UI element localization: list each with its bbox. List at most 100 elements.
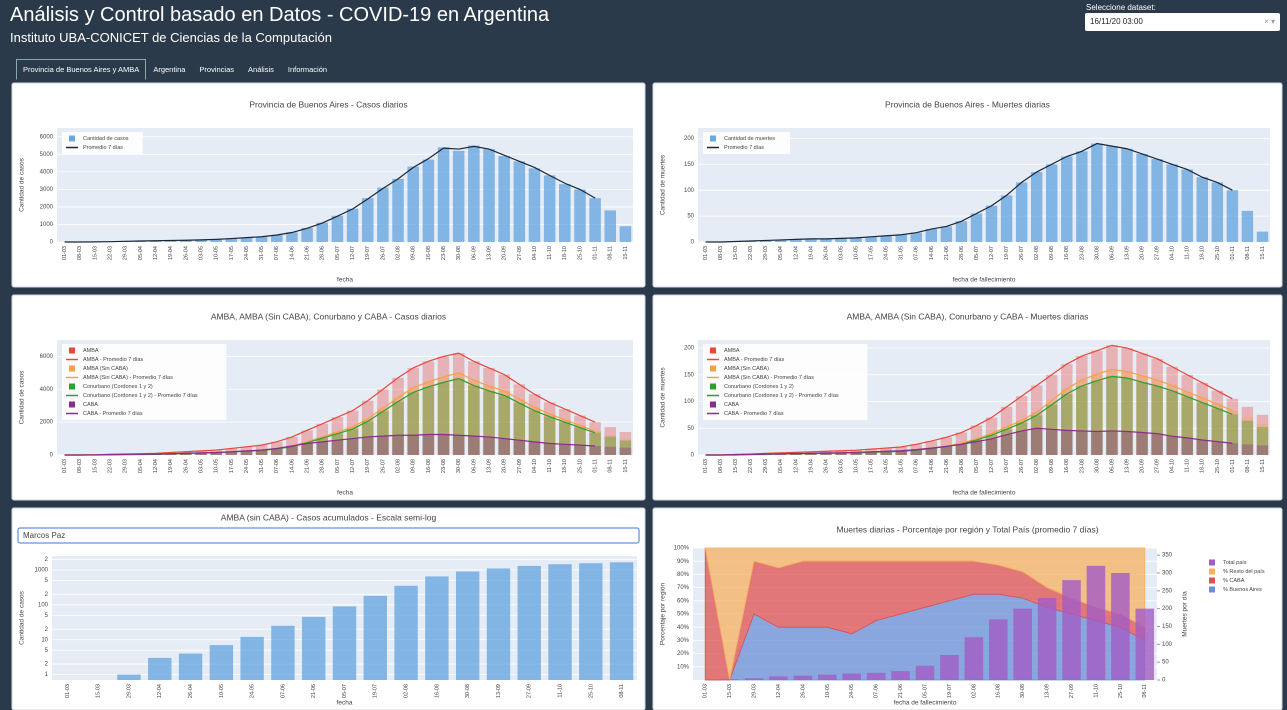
bar: [271, 448, 283, 455]
legend: [703, 344, 868, 420]
bar: [1136, 382, 1148, 455]
bar: [865, 451, 877, 455]
select-controls[interactable]: × ▾: [1264, 17, 1275, 26]
legend-label[interactable]: Conurbano (Cordones 1 y 2): [724, 384, 794, 390]
x-tick-label: 25-10: [577, 246, 583, 260]
x-tick-label: 13-09: [1045, 684, 1051, 698]
legend-label[interactable]: Total país: [1223, 560, 1247, 566]
x-axis-title: fecha de fallecimiento: [953, 277, 1016, 284]
x-tick-label: 26-04: [183, 246, 189, 260]
x-tick-label: 29-03: [126, 684, 132, 698]
x-tick-label: 02-08: [1034, 246, 1040, 260]
bar: [970, 438, 983, 455]
legend-label[interactable]: AMBA: [724, 348, 740, 354]
bar: [589, 445, 601, 455]
bar: [964, 637, 984, 680]
y-tick-label: 100%: [674, 546, 690, 552]
bar: [210, 452, 222, 455]
legend-label[interactable]: AMBA: [83, 348, 99, 354]
x-tick-label: 07-06: [914, 459, 920, 473]
bar: [302, 616, 326, 680]
legend-label[interactable]: CABA: [724, 402, 739, 408]
bar: [880, 451, 892, 455]
x-tick-label: 07-06: [280, 684, 286, 698]
x-tick-label: 26-04: [188, 684, 194, 698]
bar: [452, 378, 465, 455]
y2-tick-label: 0: [1162, 678, 1166, 684]
page-subtitle: Instituto UBA-CONICET de Ciencias de la …: [10, 30, 333, 45]
y2-tick-label: 100: [1162, 642, 1173, 648]
bar: [148, 657, 172, 680]
legend-label[interactable]: AMBA (Sin CABA): [83, 366, 128, 372]
x-tick-label: 07-06: [914, 246, 920, 260]
area: [704, 547, 1146, 681]
bar: [346, 429, 359, 455]
legend-label[interactable]: AMBA (Sin CABA) - Promedio 7 días: [83, 375, 173, 381]
legend-label[interactable]: Conurbano (Cordones 1 y 2): [83, 384, 153, 390]
x-tick-label: 01-03: [65, 684, 71, 698]
bar: [955, 221, 968, 242]
legend-label[interactable]: AMBA (Sin CABA): [724, 366, 769, 372]
x-tick-label: 16-08: [426, 246, 432, 260]
bar: [604, 435, 617, 455]
bar: [452, 353, 465, 455]
bar: [1196, 177, 1208, 242]
bar: [818, 674, 837, 680]
legend-label[interactable]: Promedio 7 días: [83, 145, 123, 151]
legend-label[interactable]: CABA - Promedio 7 días: [724, 411, 784, 417]
x-tick-label: 10-05: [214, 459, 220, 473]
legend-label[interactable]: AMBA - Promedio 7 días: [83, 357, 143, 363]
legend-label[interactable]: % CABA: [1223, 578, 1245, 584]
bar: [559, 419, 571, 455]
x-tick-label: 14-06: [289, 459, 295, 473]
tab[interactable]: Provincias: [199, 65, 235, 74]
dataset-select[interactable]: 16/11/20 03:00 × ▾: [1085, 13, 1280, 31]
legend-label[interactable]: % Resto del país: [1223, 569, 1265, 575]
y-tick-label: 10%: [677, 664, 690, 670]
bar: [468, 436, 480, 455]
bar: [1166, 390, 1178, 455]
y-tick-label: 2: [45, 557, 49, 563]
bar: [316, 222, 329, 242]
legend-label[interactable]: CABA - Promedio 7 días: [83, 411, 143, 417]
bar: [891, 671, 910, 680]
legend-label[interactable]: AMBA - Promedio 7 días: [724, 357, 784, 363]
legend-label[interactable]: Promedio 7 días: [724, 145, 764, 151]
x-tick-label: 28-06: [320, 459, 326, 473]
chart-title: Provincia de Buenos Aires - Casos diario…: [249, 99, 407, 109]
bar: [760, 240, 772, 242]
x-tick-label: 02-08: [396, 246, 402, 260]
x-tick-label: 05-07: [974, 246, 980, 260]
bar: [486, 568, 511, 680]
legend-label[interactable]: CABA: [83, 402, 98, 408]
dropdown[interactable]: [17, 527, 640, 544]
bar: [1256, 231, 1269, 242]
bar: [407, 166, 419, 242]
legend-label[interactable]: % Buenos Aires: [1223, 587, 1262, 593]
bar: [835, 452, 847, 455]
legend-label[interactable]: Conurbano (Cordones 1 y 2) - Promedio 7 …: [724, 393, 839, 399]
legend-label[interactable]: Cantidad de casos: [83, 136, 129, 142]
bar: [1000, 406, 1013, 455]
legend-label[interactable]: AMBA (Sin CABA) - Promedio 7 días: [724, 375, 814, 381]
bar: [331, 440, 344, 455]
tab[interactable]: Análisis: [248, 65, 274, 74]
x-tick-label: 08-11: [619, 684, 625, 698]
y-tick-label: 150: [684, 162, 695, 168]
x-tick-label: 13-09: [1124, 459, 1130, 473]
tab[interactable]: Información: [287, 65, 328, 74]
y-tick-label: 40%: [677, 625, 690, 631]
bar: [255, 450, 268, 455]
legend-label[interactable]: Cantidad de muertes: [724, 136, 775, 142]
tab[interactable]: Argentina: [153, 65, 186, 74]
legend-swatch: [69, 383, 75, 390]
tab[interactable]: Provincia de Buenos Aires y AMBA: [16, 59, 147, 80]
legend: [62, 132, 143, 154]
legend-label[interactable]: Conurbano (Cordones 1 y 2) - Promedio 7 …: [83, 393, 198, 399]
bar: [210, 452, 222, 455]
bar: [1091, 431, 1103, 455]
bar: [332, 606, 357, 680]
bar: [225, 451, 238, 455]
bar: [1046, 429, 1058, 455]
bar: [1106, 430, 1118, 455]
